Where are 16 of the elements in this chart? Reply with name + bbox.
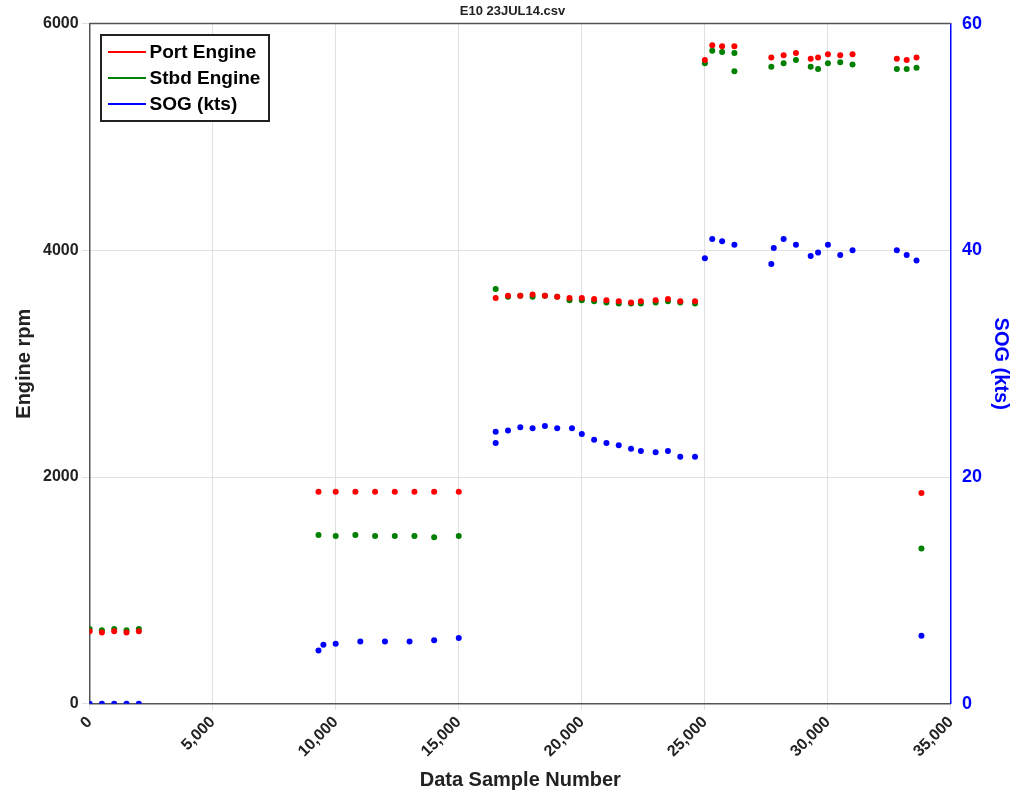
y-tick-label: 2000 <box>43 467 79 485</box>
legend-label: Stbd Engine <box>149 65 261 90</box>
y-axis-title: Engine rpm <box>11 308 34 419</box>
y-tick-label: 4000 <box>43 240 79 258</box>
legend-label: SOG (kts) <box>149 91 238 116</box>
chart-title: E10 23JUL14.csv <box>459 3 567 19</box>
y2-tick-label: 60 <box>961 12 983 33</box>
x-axis-title: Data Sample Number <box>419 767 622 790</box>
y-tick-label: 6000 <box>43 14 79 32</box>
x-tick-label: 0 <box>76 712 95 732</box>
y2-tick-label: 0 <box>961 692 972 713</box>
y2-axis-title: SOG (kts) <box>991 317 1014 410</box>
y-tick-label: 0 <box>69 694 79 712</box>
y2-tick-label: 40 <box>961 239 983 260</box>
y2-tick-label: 20 <box>961 466 983 487</box>
legend-label: Port Engine <box>149 39 257 64</box>
